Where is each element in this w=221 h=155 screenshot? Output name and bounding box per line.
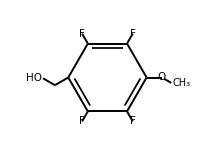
Text: O: O (158, 73, 166, 82)
Text: F: F (130, 116, 136, 126)
Text: F: F (79, 29, 85, 39)
Text: F: F (130, 29, 136, 39)
Text: F: F (79, 116, 85, 126)
Text: HO: HO (26, 73, 42, 83)
Text: CH₃: CH₃ (172, 78, 190, 88)
